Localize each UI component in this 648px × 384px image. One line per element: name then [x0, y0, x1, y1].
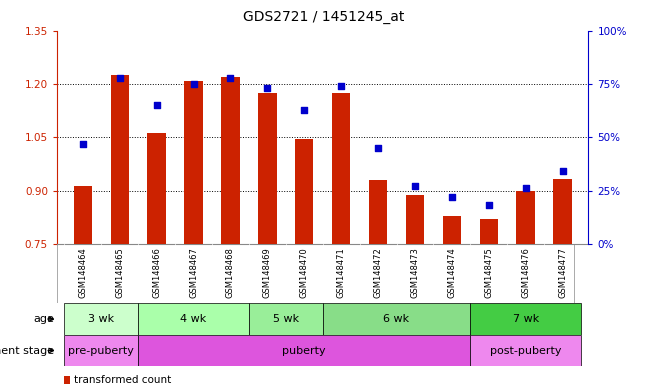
Text: development stage: development stage	[0, 346, 54, 356]
Point	[557, 168, 568, 174]
Point	[152, 102, 162, 108]
Text: GSM148475: GSM148475	[484, 247, 493, 298]
Bar	[323, 303, 470, 335]
Point	[78, 141, 88, 147]
Bar	[249, 303, 323, 335]
Point	[373, 145, 383, 151]
Bar	[369, 180, 388, 244]
Bar	[480, 219, 498, 244]
Bar	[64, 303, 138, 335]
Text: post-puberty: post-puberty	[490, 346, 561, 356]
Text: age: age	[33, 314, 54, 324]
Bar	[295, 139, 314, 244]
Point	[446, 194, 457, 200]
Bar	[64, 376, 71, 384]
Text: GSM148465: GSM148465	[115, 247, 124, 298]
Bar	[258, 93, 277, 244]
Text: puberty: puberty	[283, 346, 326, 356]
Bar	[184, 81, 203, 244]
Bar	[443, 216, 461, 244]
Text: 4 wk: 4 wk	[180, 314, 207, 324]
Bar	[74, 186, 92, 244]
Point	[520, 185, 531, 192]
Bar	[111, 75, 129, 244]
Text: GSM148473: GSM148473	[410, 247, 419, 298]
Text: 7 wk: 7 wk	[513, 314, 538, 324]
Bar	[138, 303, 249, 335]
Text: 6 wk: 6 wk	[384, 314, 410, 324]
Bar	[553, 179, 572, 244]
Text: pre-puberty: pre-puberty	[69, 346, 134, 356]
Point	[226, 74, 236, 81]
Text: transformed count: transformed count	[74, 375, 171, 384]
Bar	[406, 195, 424, 244]
Text: GSM148467: GSM148467	[189, 247, 198, 298]
Point	[262, 85, 273, 91]
Text: GSM148469: GSM148469	[263, 247, 272, 298]
Text: GSM148471: GSM148471	[337, 247, 345, 298]
Text: GSM148466: GSM148466	[152, 247, 161, 298]
Bar	[138, 335, 470, 366]
Bar	[332, 93, 351, 244]
Text: GSM148470: GSM148470	[300, 247, 308, 298]
Bar	[148, 133, 166, 244]
Point	[336, 83, 346, 89]
Text: GSM148472: GSM148472	[373, 247, 382, 298]
Text: GSM148476: GSM148476	[521, 247, 530, 298]
Point	[299, 106, 310, 113]
Point	[189, 81, 199, 87]
Text: 5 wk: 5 wk	[273, 314, 299, 324]
Text: GDS2721 / 1451245_at: GDS2721 / 1451245_at	[243, 10, 405, 23]
Bar	[64, 335, 138, 366]
Bar	[516, 190, 535, 244]
Bar	[221, 77, 240, 244]
Text: GSM148464: GSM148464	[78, 247, 87, 298]
Point	[483, 202, 494, 209]
Point	[115, 74, 125, 81]
Text: GSM148468: GSM148468	[226, 247, 235, 298]
Text: 3 wk: 3 wk	[88, 314, 114, 324]
Bar	[470, 335, 581, 366]
Point	[410, 183, 420, 189]
Bar	[470, 303, 581, 335]
Text: GSM148474: GSM148474	[447, 247, 456, 298]
Text: GSM148477: GSM148477	[558, 247, 567, 298]
